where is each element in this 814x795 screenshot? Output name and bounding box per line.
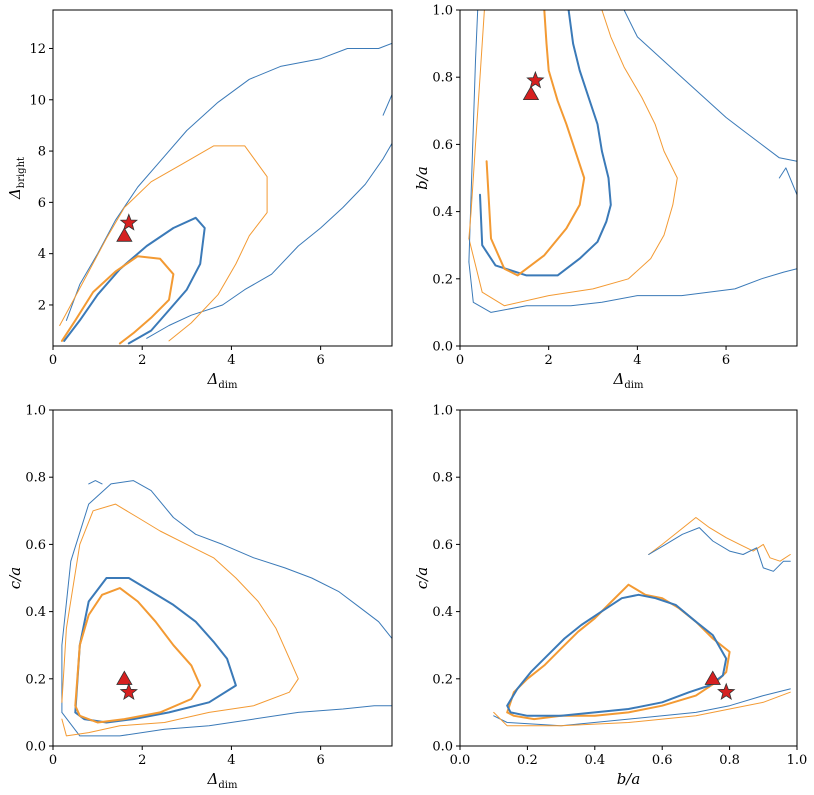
x-tick-label: 0 bbox=[49, 753, 57, 768]
y-tick-label: 6 bbox=[38, 196, 46, 211]
x-axis-label: Δdim bbox=[207, 370, 238, 391]
contour-blue-outer-top bbox=[623, 10, 797, 162]
x-tick-label: 4 bbox=[227, 753, 235, 768]
star-marker bbox=[119, 213, 138, 231]
y-tick-label: 0.4 bbox=[432, 605, 453, 620]
panel-top-left: 0 2 4 6 2 4 6 8 10 12 Δdim Δbright bbox=[6, 9, 393, 391]
y-axis-label: b/a bbox=[413, 166, 431, 190]
y-tick-label: 0.6 bbox=[432, 138, 453, 153]
x-tick-label: 0.4 bbox=[584, 753, 605, 768]
y-tick-label: 0.2 bbox=[432, 672, 453, 687]
contour-orange-inner bbox=[60, 255, 175, 345]
y-tick-label: 10 bbox=[29, 93, 46, 108]
star-marker bbox=[717, 682, 736, 701]
contour-group bbox=[493, 517, 791, 727]
y-tick-label: 0.4 bbox=[432, 205, 453, 220]
x-tick-label: 0.8 bbox=[719, 753, 740, 768]
contour-blue-outer-lower bbox=[61, 705, 392, 737]
y-tick-label: 0.0 bbox=[432, 340, 453, 355]
x-tick-label: 0 bbox=[49, 353, 57, 368]
contour-group bbox=[61, 480, 392, 737]
contour-group bbox=[468, 10, 797, 313]
contour-orange-outer-lower bbox=[493, 691, 791, 727]
x-tick-label: 0.0 bbox=[450, 753, 471, 768]
contour-blue-small-island bbox=[88, 480, 103, 485]
x-axis-label: Δdim bbox=[613, 370, 644, 391]
y-tick-label: 0.8 bbox=[432, 471, 453, 486]
y-axis-label: c/a bbox=[6, 567, 24, 589]
contour-orange-inner bbox=[485, 10, 586, 277]
x-tick-label: 1.0 bbox=[787, 753, 808, 768]
contour-orange-inner bbox=[74, 587, 202, 724]
panel-top-right: 0 2 4 6 0.0 0.2 0.4 0.6 0.8 1.0 Δdim b/a bbox=[413, 4, 798, 391]
contour-orange-left-edge bbox=[468, 10, 485, 239]
contour-blue-right-fragment bbox=[778, 167, 797, 196]
contour-blue-outer bbox=[468, 261, 797, 313]
axes-frame bbox=[459, 409, 798, 747]
contour-orange-top bbox=[648, 517, 791, 562]
x-axis-label: Δdim bbox=[207, 770, 238, 791]
contour-blue-outer bbox=[65, 42, 392, 321]
star-marker bbox=[119, 682, 138, 701]
y-tick-label: 4 bbox=[38, 247, 46, 262]
panel-bottom-left: 0 2 4 6 0.0 0.2 0.4 0.6 0.8 1.0 Δdim c/a bbox=[6, 404, 393, 791]
y-tick-label: 1.0 bbox=[432, 4, 453, 19]
contour-blue-inner bbox=[63, 216, 206, 345]
y-tick-label: 0.2 bbox=[25, 672, 46, 687]
y-tick-label: 0.6 bbox=[25, 538, 46, 553]
contour-blue-inner bbox=[479, 10, 612, 277]
contour-orange-mid bbox=[468, 10, 678, 307]
triangle-marker bbox=[704, 670, 721, 685]
y-axis-label: c/a bbox=[413, 567, 431, 589]
x-tick-label: 2 bbox=[138, 753, 146, 768]
star-marker bbox=[526, 70, 545, 89]
x-tick-label: 6 bbox=[316, 353, 324, 368]
x-tick-label: 0.6 bbox=[652, 753, 673, 768]
y-axis-label: Δbright bbox=[6, 157, 27, 200]
x-axis-label: b/a bbox=[617, 770, 641, 788]
y-tick-label: 8 bbox=[38, 145, 46, 160]
x-tick-label: 4 bbox=[633, 353, 641, 368]
y-tick-label: 0.2 bbox=[432, 272, 453, 287]
x-tick-label: 2 bbox=[138, 353, 146, 368]
contour-orange-mid bbox=[61, 503, 299, 737]
y-tick-label: 0.8 bbox=[432, 71, 453, 86]
contour-orange-inner bbox=[506, 583, 731, 721]
axes-frame bbox=[52, 9, 393, 347]
y-tick-label: 0.4 bbox=[25, 605, 46, 620]
x-tick-label: 2 bbox=[545, 353, 553, 368]
contour-blue-outer bbox=[61, 480, 392, 713]
triangle-marker bbox=[116, 227, 133, 242]
axes-frame bbox=[52, 409, 393, 747]
contour-blue-right-fragment bbox=[382, 94, 392, 116]
panel-bottom-right: 0.0 0.2 0.4 0.6 0.8 1.0 0.0 0.2 0.4 0.6 0.8 1.0 b/a c… bbox=[413, 404, 807, 789]
contour-blue-top bbox=[648, 527, 791, 572]
x-tick-label: 0.2 bbox=[517, 753, 538, 768]
x-tick-label: 6 bbox=[316, 753, 324, 768]
y-tick-label: 0.8 bbox=[25, 471, 46, 486]
contour-blue-outer-lower bbox=[493, 688, 791, 727]
y-tick-label: 0.0 bbox=[25, 740, 46, 755]
x-tick-label: 6 bbox=[722, 353, 730, 368]
triangle-marker bbox=[116, 670, 133, 685]
y-tick-label: 0.6 bbox=[432, 538, 453, 553]
contour-group bbox=[59, 42, 392, 345]
x-tick-label: 4 bbox=[227, 353, 235, 368]
y-tick-label: 0.0 bbox=[432, 740, 453, 755]
x-tick-label: 0 bbox=[456, 353, 464, 368]
triangle-marker bbox=[522, 85, 540, 101]
y-tick-label: 1.0 bbox=[25, 404, 46, 419]
y-tick-label: 12 bbox=[29, 42, 46, 57]
contour-blue-outer-lower bbox=[146, 142, 392, 339]
axes-frame bbox=[459, 9, 798, 347]
y-tick-label: 2 bbox=[38, 298, 46, 313]
contour-orange-mid bbox=[59, 145, 268, 342]
y-tick-label: 1.0 bbox=[432, 404, 453, 419]
contour-blue-inner bbox=[506, 593, 728, 717]
contour-blue-inner bbox=[74, 577, 237, 724]
